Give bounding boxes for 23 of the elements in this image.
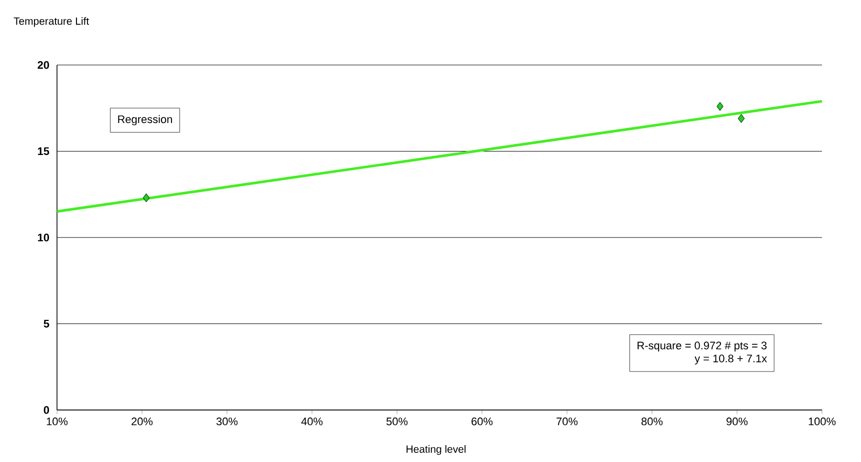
x-tick-label: 90% [726,418,748,426]
x-tick-label: 40% [301,418,323,426]
x-tick-label: 60% [472,418,493,426]
x-axis-title: Heating level [406,445,466,455]
x-tick-label: 10% [46,418,68,426]
y-tick-label: 5 [44,320,50,328]
x-tick-label: 50% [386,418,408,426]
annotation: R-square = 0.972 # pts = 3 [638,342,767,352]
x-tick-label: 80% [642,418,663,426]
annotation: Regression [118,115,172,126]
y-tick-label: 15 [38,147,50,156]
point [738,114,745,123]
x-tick-label: 20% [132,418,153,426]
annotation: y = 10.8 + 7.1x [694,354,767,365]
y-tick-label: 20 [38,61,50,69]
point [716,102,724,111]
y-tick-label: 0 [44,406,50,414]
x-tick-label: 30% [216,418,238,426]
x-tick-label: 70% [556,418,578,426]
y-tick-label: 10 [38,234,50,242]
x-tick-label: 100% [808,418,836,426]
point [142,193,150,202]
y-axis-title: Temperature Lift [14,17,90,27]
